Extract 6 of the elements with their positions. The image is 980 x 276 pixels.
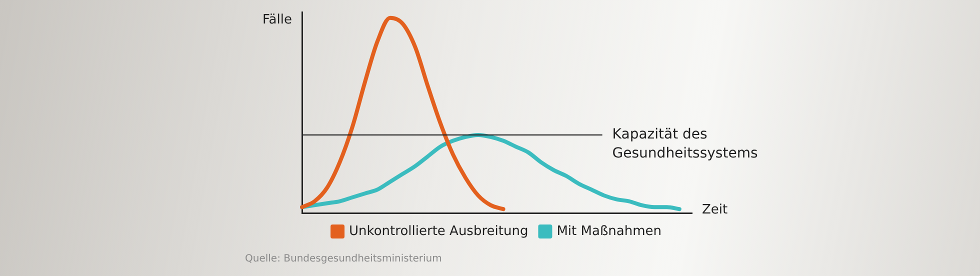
legend-label: Unkontrollierte Ausbreitung — [349, 224, 528, 239]
source-note: Quelle: Bundesgesundheitsministerium — [245, 254, 442, 265]
x-axis-title: Zeit — [702, 202, 728, 218]
legend-label: Mit Maßnahmen — [556, 224, 662, 239]
ref-line-label: Kapazität des Gesundheitssystems — [612, 126, 758, 162]
y-axis-title: Fälle — [262, 12, 292, 28]
